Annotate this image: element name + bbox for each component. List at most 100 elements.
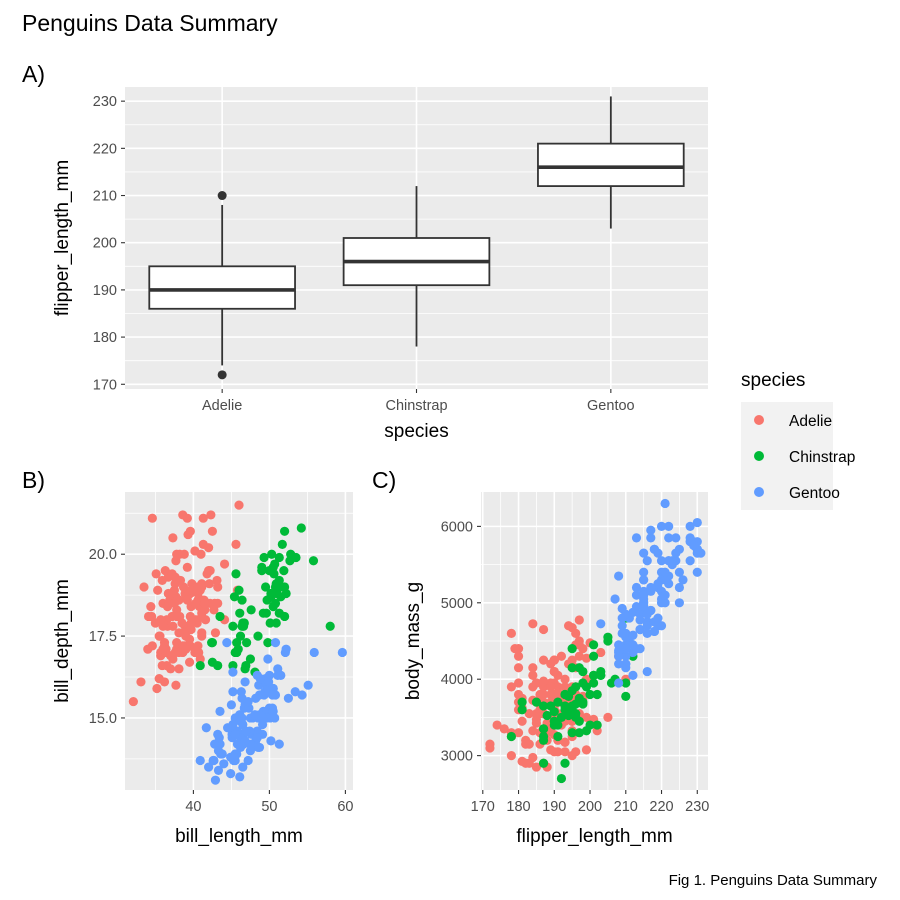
data-point — [635, 615, 645, 625]
box-adelie — [148, 191, 296, 380]
data-point — [531, 697, 542, 707]
data-point — [197, 631, 207, 641]
series-chinstrap — [506, 613, 638, 784]
x-tick-label: 200 — [578, 799, 602, 815]
data-point — [270, 582, 281, 592]
data-point — [610, 594, 620, 604]
data-point — [235, 608, 245, 618]
y-axis-title: bill_depth_mm — [52, 579, 73, 703]
data-point — [653, 548, 663, 558]
data-point — [259, 552, 269, 563]
data-point — [157, 575, 167, 586]
data-point — [128, 696, 138, 707]
y-tick-label: 20.0 — [89, 547, 117, 563]
data-point — [252, 733, 262, 743]
y-tick-label: 180 — [93, 330, 117, 346]
data-point — [139, 582, 149, 592]
data-point — [159, 677, 170, 687]
data-point — [642, 621, 652, 631]
data-point — [692, 548, 702, 558]
figure-caption: Fig 1. Penguins Data Summary — [669, 872, 878, 889]
data-point — [297, 690, 307, 700]
data-point — [556, 651, 567, 661]
data-point — [581, 712, 592, 723]
x-axis-title: bill_length_mm — [175, 826, 303, 847]
data-point — [279, 565, 289, 576]
data-point — [234, 585, 244, 595]
data-point — [266, 736, 276, 746]
data-point — [209, 755, 219, 766]
legend-title: species — [741, 370, 805, 391]
data-point — [538, 758, 549, 768]
data-point — [213, 765, 224, 775]
data-point — [205, 565, 215, 576]
data-point — [296, 523, 306, 533]
data-point — [542, 710, 552, 721]
data-point — [162, 602, 173, 612]
data-point — [674, 582, 685, 593]
data-point — [177, 618, 187, 628]
data-point — [671, 548, 681, 558]
data-point — [567, 644, 577, 654]
data-point — [207, 526, 217, 536]
data-point — [257, 713, 268, 723]
data-point — [513, 663, 524, 673]
data-point — [150, 618, 160, 628]
data-point — [222, 638, 232, 648]
data-point — [240, 677, 250, 687]
data-point — [592, 689, 602, 700]
data-point — [506, 682, 516, 692]
data-point — [253, 742, 263, 753]
data-point — [581, 745, 592, 755]
data-point — [250, 710, 260, 720]
data-point — [560, 758, 570, 768]
data-point — [642, 628, 652, 638]
data-point — [538, 655, 549, 665]
data-point — [168, 533, 178, 543]
data-point — [234, 500, 244, 510]
panel-tag: C) — [372, 467, 396, 493]
legend-label-chinstrap: Chinstrap — [789, 449, 855, 466]
data-point — [517, 705, 527, 715]
data-point — [549, 666, 559, 677]
data-point — [280, 611, 290, 622]
data-point — [642, 666, 652, 677]
data-point — [492, 720, 502, 730]
data-point — [219, 559, 230, 569]
data-point — [219, 759, 229, 769]
data-point — [549, 655, 559, 665]
data-point — [549, 747, 559, 757]
data-point — [560, 747, 570, 757]
data-point — [664, 556, 674, 566]
x-tick-label: 210 — [614, 799, 638, 815]
data-point — [209, 605, 219, 615]
data-point — [308, 556, 319, 566]
data-point — [660, 590, 670, 600]
data-point — [226, 769, 236, 779]
data-point — [167, 569, 177, 579]
data-point — [253, 631, 263, 641]
data-point — [231, 569, 241, 579]
data-point — [198, 513, 208, 523]
data-point — [517, 697, 527, 707]
y-tick-label: 17.5 — [89, 629, 117, 645]
y-tick-label: 6000 — [441, 519, 473, 535]
data-point — [574, 615, 584, 625]
box-gentoo — [537, 96, 685, 229]
data-point — [553, 731, 563, 742]
data-point — [524, 708, 534, 719]
data-point — [639, 548, 649, 558]
x-tick-label: 220 — [649, 799, 673, 815]
data-point — [621, 691, 631, 701]
data-point — [263, 654, 273, 664]
legend-key-chinstrap — [754, 451, 764, 461]
legend-key-gentoo — [754, 487, 764, 497]
x-tick-label: 230 — [685, 799, 709, 815]
data-point — [646, 525, 656, 535]
data-point — [538, 724, 549, 734]
data-point — [592, 720, 602, 730]
data-point — [146, 602, 156, 612]
y-tick-label: 3000 — [441, 749, 473, 765]
data-point — [171, 680, 181, 690]
